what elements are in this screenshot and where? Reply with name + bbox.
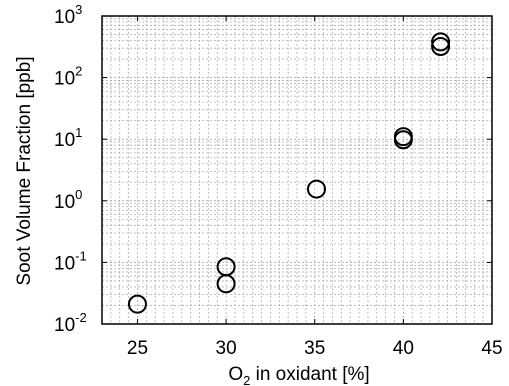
y-tick-label: 102	[54, 64, 82, 90]
y-tick-label: 101	[54, 125, 82, 151]
y-tick-labels: 10-2 10-1 100 101 102 103	[54, 2, 87, 336]
x-tick-label: 25	[127, 338, 148, 359]
axis-ticks	[102, 15, 493, 325]
x-axis-label: O2 in oxidant [%]	[228, 364, 369, 386]
x-tick-label: 45	[481, 338, 502, 359]
x-tick-label: 35	[304, 338, 325, 359]
plot-area-frame	[101, 15, 493, 325]
x-axis-label-prefix: O	[228, 364, 243, 385]
grid-lines	[101, 16, 493, 325]
y-tick-label: 10-2	[54, 310, 87, 336]
data-point	[307, 179, 326, 199]
data-points	[127, 32, 451, 314]
y-tick-label: 10-1	[54, 248, 87, 274]
data-point	[216, 257, 236, 277]
data-point	[431, 32, 451, 52]
y-tick-label: 100	[54, 187, 82, 213]
x-tick-label: 40	[393, 338, 414, 359]
x-axis-label-subscript: 2	[243, 373, 250, 386]
data-point	[393, 127, 413, 147]
y-tick-label: 103	[54, 2, 82, 28]
x-tick-label: 30	[216, 338, 237, 359]
data-point	[127, 294, 147, 314]
x-axis-label-suffix: in oxidant [%]	[250, 364, 369, 385]
data-point	[431, 36, 451, 56]
x-tick-labels: 25 30 35 40 45	[127, 338, 503, 359]
y-axis-label: Soot Volume Fraction [ppb]	[14, 56, 35, 285]
